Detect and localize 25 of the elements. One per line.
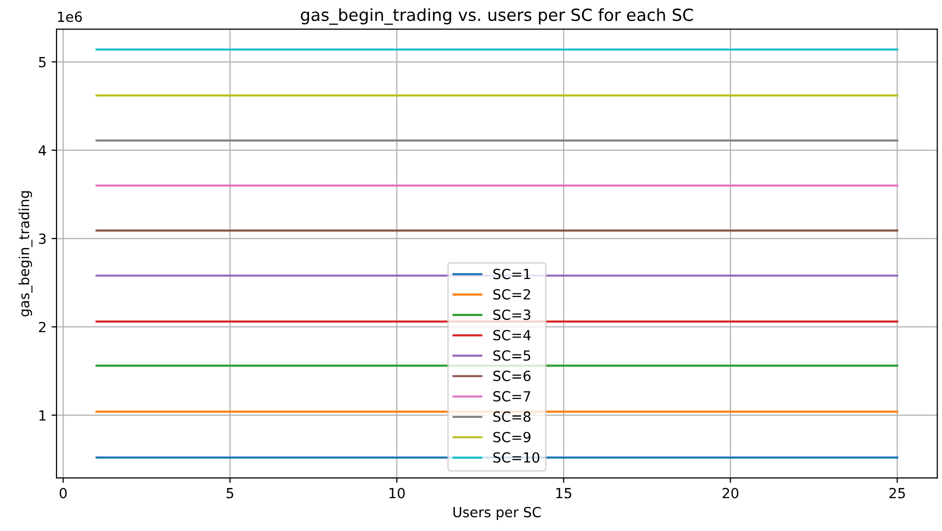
- legend-label: SC=10: [493, 452, 540, 463]
- y-tick-label: 4: [38, 145, 46, 156]
- legend-label: SC=2: [493, 289, 530, 300]
- text: 1e6: [58, 12, 82, 22]
- y-tick-label: 2: [38, 322, 46, 332]
- legend-label: SC=5: [493, 350, 530, 361]
- legend-label: SC=8: [493, 411, 530, 422]
- x-tick-label: 10: [390, 488, 405, 498]
- x-tick-label: 25: [889, 488, 905, 498]
- y-tick-label: 1: [39, 410, 46, 420]
- legend-label: SC=1: [493, 268, 530, 280]
- y-axis-title: gas_begin_trading: [18, 191, 32, 316]
- y-tick-label: 3: [39, 234, 46, 244]
- legend-label: SC=9: [493, 432, 530, 442]
- legend-label: SC=7: [493, 391, 530, 402]
- x-tick-label: 5: [226, 488, 234, 498]
- legend-label: SC=3: [493, 310, 530, 320]
- legend-label: SC=4: [493, 330, 531, 340]
- y-tick-label: 5: [39, 57, 46, 68]
- x-axis-title: Users per SC: [453, 506, 541, 520]
- x-tick-label: 0: [60, 488, 67, 498]
- x-tick-label: 15: [556, 488, 572, 498]
- x-tick-label: 20: [722, 488, 738, 498]
- chart-title: gas_begin_trading vs. users per SC for each SC: [300, 8, 693, 25]
- legend-label: SC=6: [493, 370, 531, 382]
